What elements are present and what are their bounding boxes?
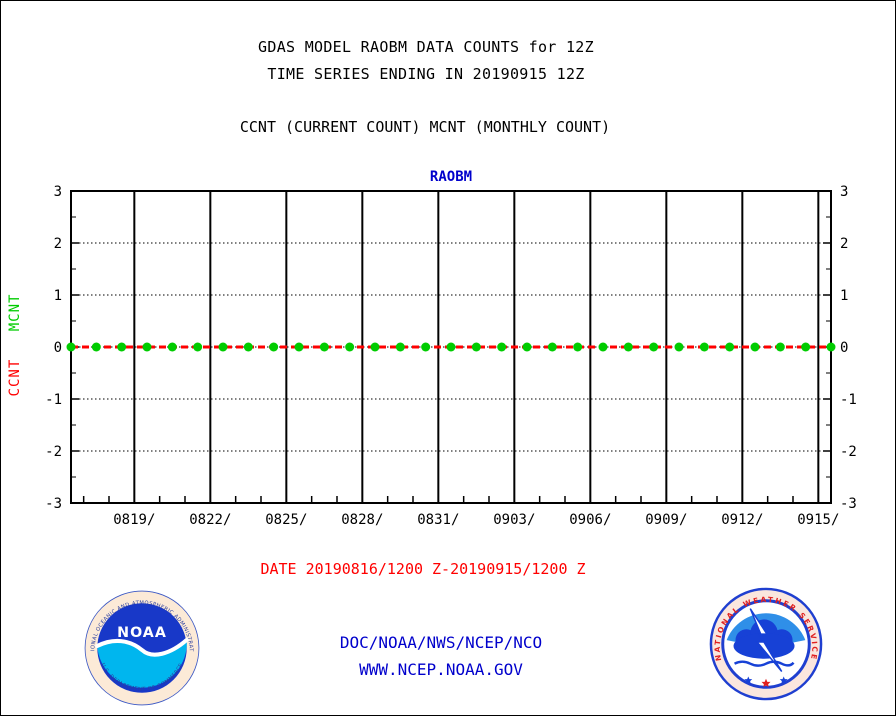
series-point-mcnt (117, 342, 127, 352)
y-tick-label-right: 0 (840, 340, 848, 356)
x-tick-label: 0828/ (341, 512, 383, 528)
series-point-mcnt (497, 342, 507, 352)
star-icon (779, 676, 788, 684)
nws-logo-lightning-icon (749, 608, 783, 673)
series-point-mcnt (649, 342, 659, 352)
star-icon (744, 676, 753, 684)
footer-org-line: DOC/NOAA/NWS/NCEP/NCO (339, 633, 543, 652)
x-tick-label: 0819/ (113, 512, 155, 528)
series-point-mcnt (674, 342, 684, 352)
y-tick-label-left: -1 (45, 392, 62, 408)
nws-logo-stars (744, 676, 788, 687)
noaa-logo-wordmark: NOAA (117, 625, 167, 641)
series-point-mcnt (699, 342, 709, 352)
series-point-mcnt (471, 342, 481, 352)
series-point-mcnt (193, 342, 203, 352)
series-point-mcnt (573, 342, 583, 352)
x-tick-label: 0825/ (265, 512, 307, 528)
series-point-mcnt (446, 342, 456, 352)
noaa-logo-icon: NATIONAL OCEANIC AND ATMOSPHERIC ADMINIS… (81, 587, 200, 706)
series-point-mcnt (826, 342, 836, 352)
y-tick-label-left: 1 (54, 288, 62, 304)
y-tick-label-left: 2 (54, 236, 62, 252)
x-tick-label: 0831/ (417, 512, 459, 528)
y-tick-label-right: -1 (840, 392, 857, 408)
footer-url-line: WWW.NCEP.NOAA.GOV (359, 660, 523, 679)
page-title-line2: TIME SERIES ENDING IN 20190915 12Z (267, 65, 585, 83)
series-point-mcnt (421, 342, 431, 352)
y-tick-label-left: -2 (45, 444, 62, 460)
x-tick-label: 0903/ (493, 512, 535, 528)
nws-logo-water-line (733, 660, 795, 667)
series-point-mcnt (370, 342, 380, 352)
series-point-mcnt (801, 342, 811, 352)
page-title-line1: GDAS MODEL RAOBM DATA COUNTS for 12Z (258, 38, 594, 56)
series-point-mcnt (269, 342, 279, 352)
series-point-mcnt (725, 342, 735, 352)
series-point-mcnt (547, 342, 557, 352)
nws-logo-icon: NATIONAL WEATHER SERVICE (709, 587, 823, 701)
series-point-mcnt (395, 342, 405, 352)
date-range-label: DATE 20190816/1200 Z-20190915/1200 Z (260, 560, 586, 578)
y-tick-label-right: 1 (840, 288, 848, 304)
noaa-logo-sea (97, 639, 187, 688)
series-point-mcnt (294, 342, 304, 352)
series-point-mcnt (167, 342, 177, 352)
series-point-mcnt (66, 342, 76, 352)
legend-subtitle: CCNT (CURRENT COUNT) MCNT (MONTHLY COUNT… (239, 118, 611, 136)
y-tick-label-right: 2 (840, 236, 848, 252)
series-point-mcnt (243, 342, 253, 352)
x-tick-label: 0915/ (797, 512, 839, 528)
noaa-logo-gull-icon (95, 637, 189, 657)
series-point-mcnt (319, 342, 329, 352)
x-tick-label: 0822/ (189, 512, 231, 528)
chart-title: RAOBM (429, 169, 473, 185)
y-tick-label-left: 0 (54, 340, 62, 356)
x-tick-label: 0912/ (721, 512, 763, 528)
series-point-mcnt (750, 342, 760, 352)
series-point-mcnt (142, 342, 152, 352)
y-tick-label-right: 3 (840, 184, 848, 200)
x-tick-label: 0906/ (569, 512, 611, 528)
series-point-mcnt (598, 342, 608, 352)
series-point-mcnt (623, 342, 633, 352)
series-point-mcnt (345, 342, 355, 352)
y-tick-label-left: -3 (45, 496, 62, 512)
y-tick-label-left: 3 (54, 184, 62, 200)
x-tick-label: 0909/ (645, 512, 687, 528)
series-point-mcnt (91, 342, 101, 352)
series-point-mcnt (775, 342, 785, 352)
y-tick-label-right: -2 (840, 444, 857, 460)
series-point-mcnt (218, 342, 228, 352)
star-icon (761, 678, 771, 687)
y-tick-label-right: -3 (840, 496, 857, 512)
series-point-mcnt (522, 342, 532, 352)
